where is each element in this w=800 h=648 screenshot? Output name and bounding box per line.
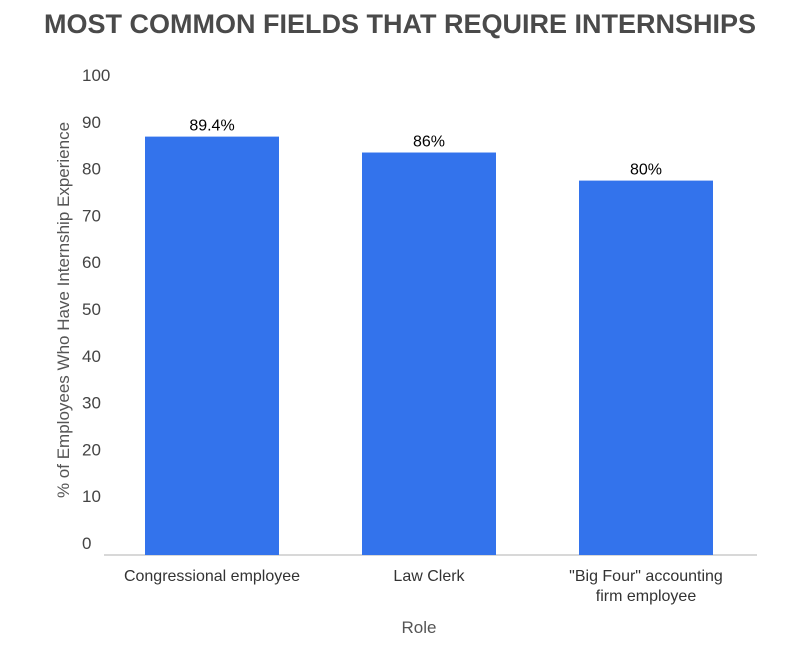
y-tick-label: 70 [82,206,101,225]
y-tick-label: 0 [82,534,91,553]
y-axis-label: % of Employees Who Have Internship Exper… [54,122,73,498]
y-tick-label: 100 [82,66,110,85]
x-tick-label: Congressional employee [124,568,300,585]
y-tick-label: 90 [82,113,101,132]
data-label: 86% [413,134,445,151]
y-tick-label: 10 [82,487,101,506]
bar [362,152,496,555]
y-tick-label: 60 [82,253,101,272]
data-label: 80% [630,162,662,179]
x-tick-label: "Big Four" accounting [569,568,723,585]
bar [145,136,279,555]
x-axis-label: Role [402,618,437,637]
chart-title: MOST COMMON FIELDS THAT REQUIRE INTERNSH… [44,9,756,39]
y-tick-label: 80 [82,160,101,179]
y-tick-label: 20 [82,440,101,459]
y-tick-label: 50 [82,300,101,319]
y-tick-label: 40 [82,347,101,366]
x-tick-label: firm employee [596,588,697,605]
x-tick-label: Law Clerk [393,568,465,585]
data-label: 89.4% [189,118,234,135]
bar [579,180,713,555]
y-tick-label: 30 [82,394,101,413]
